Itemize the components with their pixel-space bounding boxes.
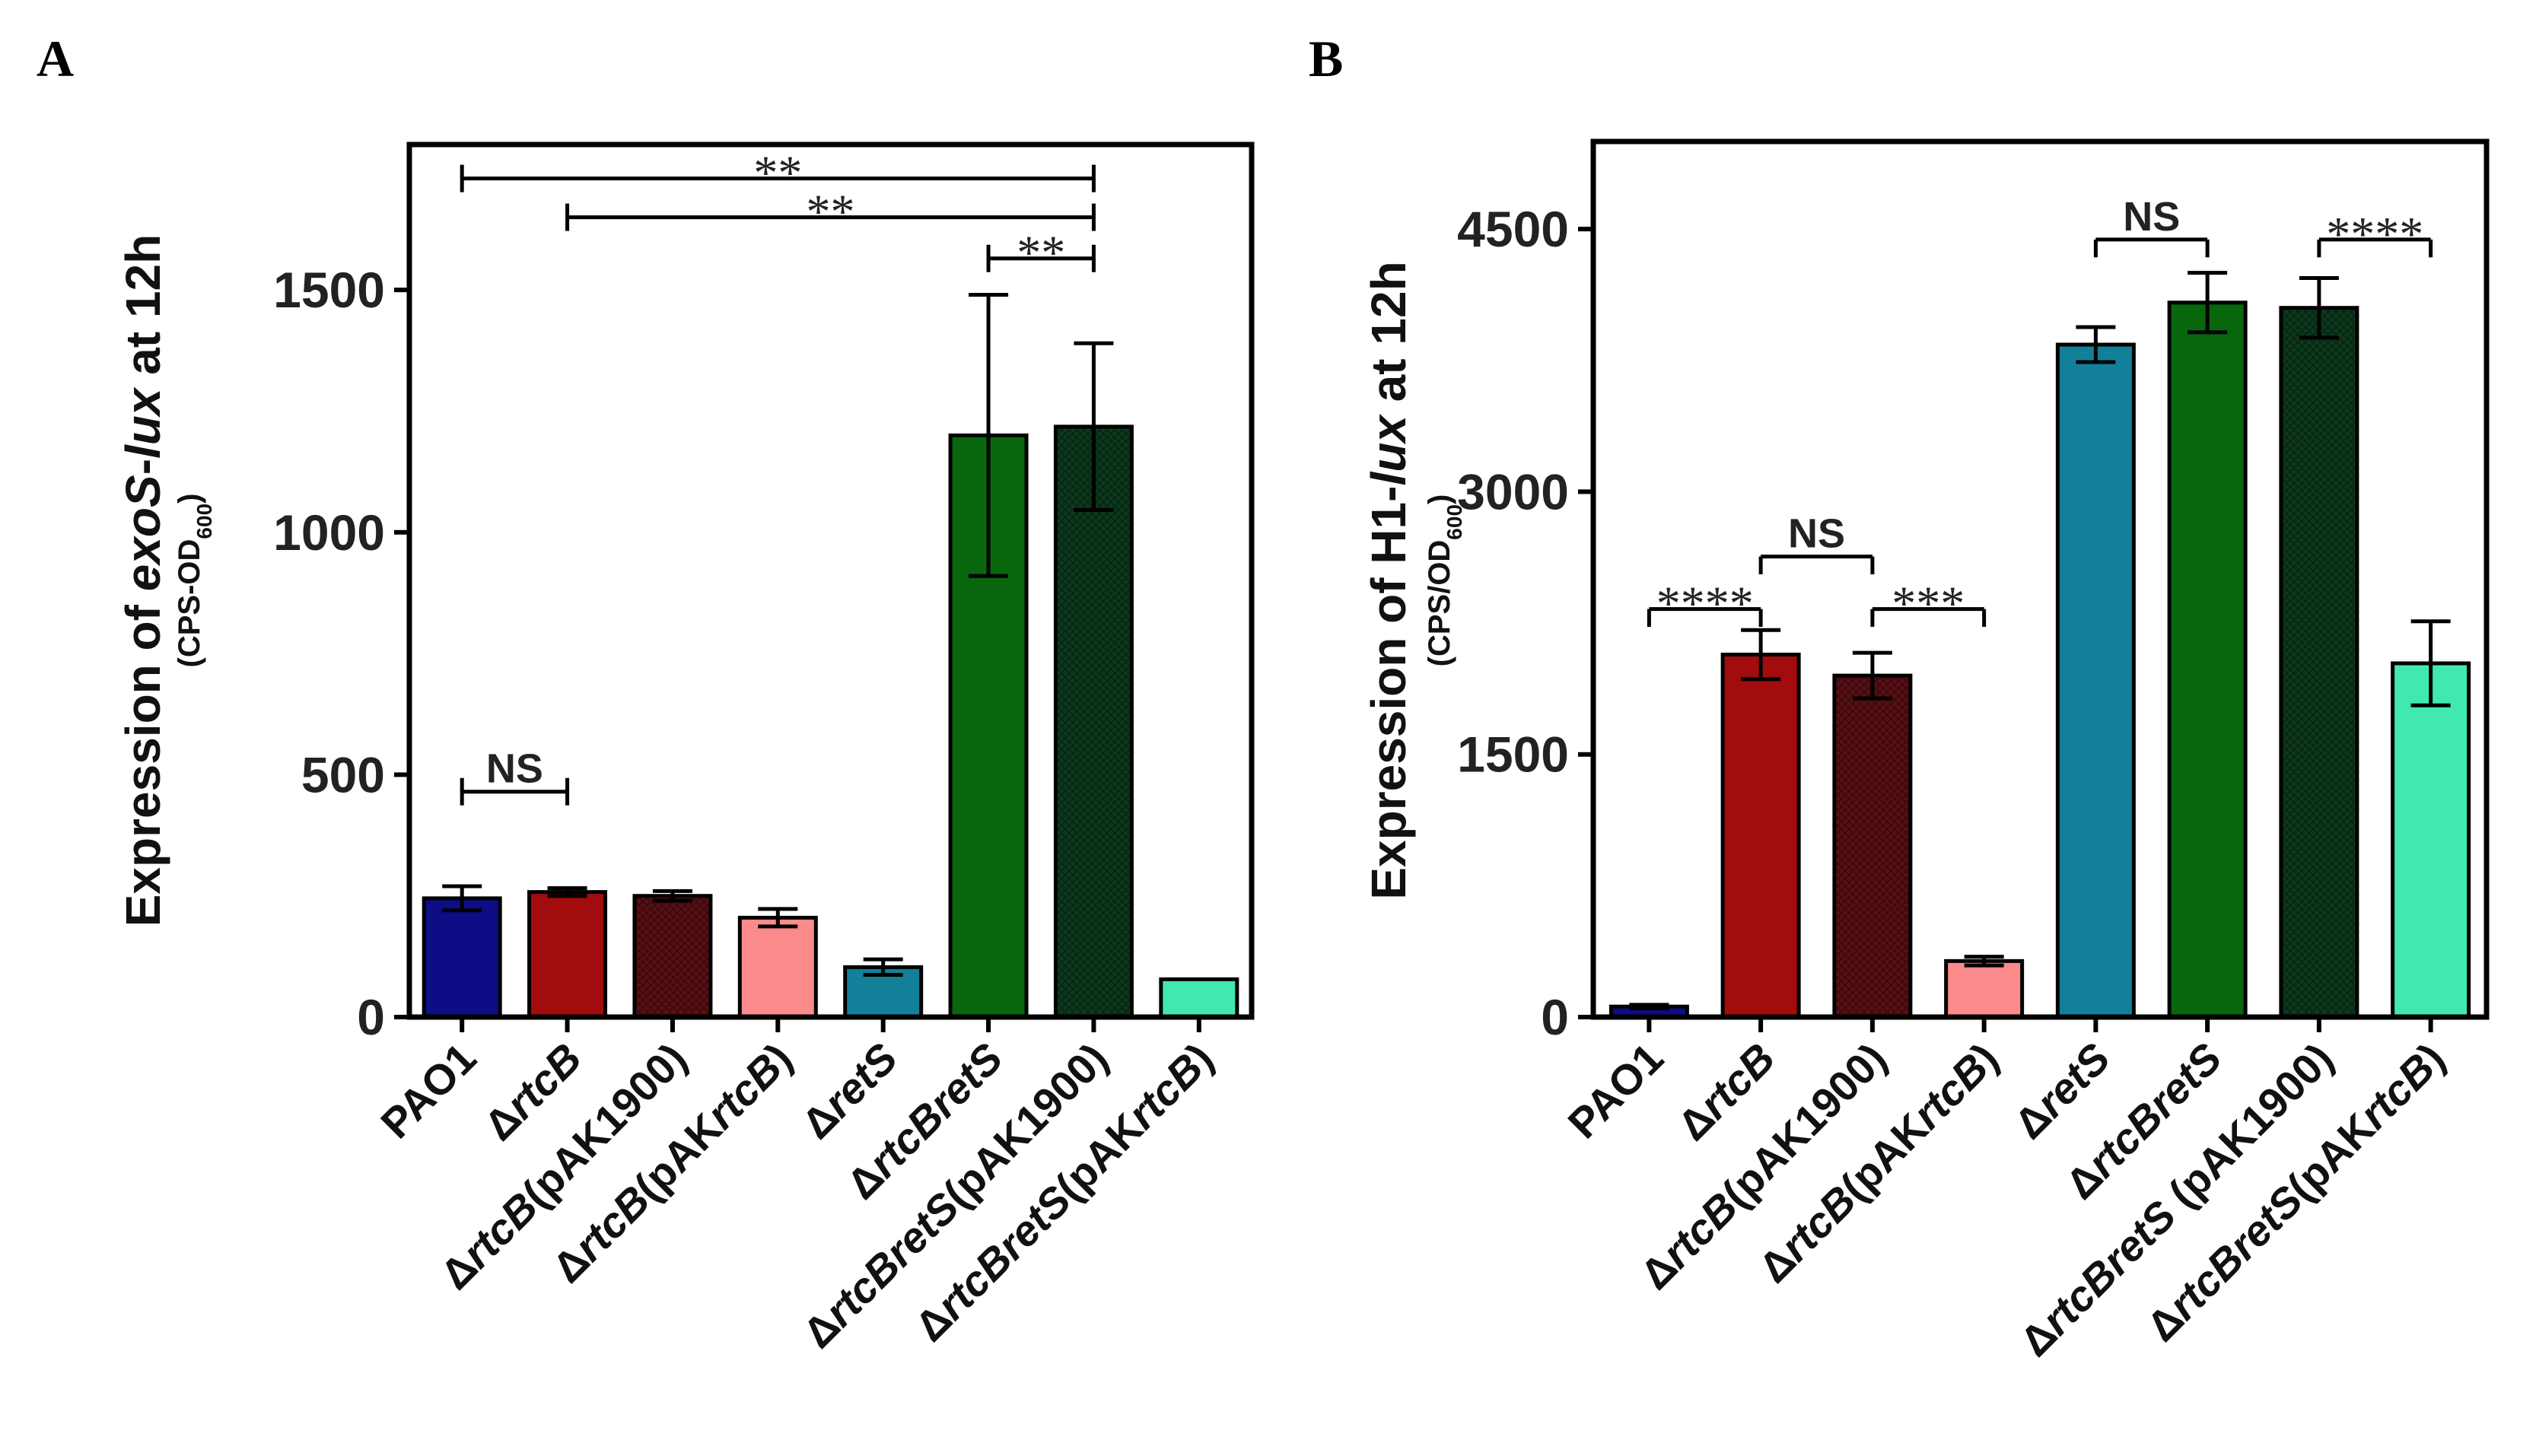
significance-label: ***: [1892, 577, 1965, 631]
y-tick-label: 1000: [273, 504, 385, 561]
chart-panel-a: A050010001500PAO1ΔrtcBΔrtcB(pAK1900)Δrtc…: [37, 30, 1255, 1357]
y-axis-sublabel: (CPS-OD600): [173, 494, 216, 668]
bar-hatch: [1055, 426, 1132, 1017]
plot-frame: [406, 141, 1255, 1020]
bar: [2391, 661, 2471, 1019]
significance-label: NS: [2123, 194, 2180, 240]
chart-panel-b: B0150030004500PAO1ΔrtcBΔrtcB(pAK1900)Δrt…: [1309, 30, 2490, 1365]
y-tick-label: 500: [301, 746, 385, 803]
significance-label: NS: [486, 746, 543, 792]
bar: [1720, 652, 1801, 1019]
y-axis-sublabel: (CPS/OD600): [1423, 494, 1466, 667]
panel-letter: B: [1309, 30, 1343, 87]
y-tick-label: 1500: [273, 262, 385, 318]
significance-label: ****: [2326, 207, 2423, 261]
bar: [2167, 300, 2248, 1019]
y-tick-label: 4500: [1457, 201, 1569, 257]
significance-label: **: [1017, 226, 1065, 280]
significance-label: **: [807, 185, 855, 239]
significance-label: ****: [1656, 577, 1754, 631]
y-axis-label: Expression of exoS-lux at 12h: [116, 234, 170, 927]
x-tick-label: PAO1: [371, 1034, 485, 1147]
bar: [527, 890, 608, 1019]
plot-frame: [1590, 138, 2490, 1020]
panel-letter: A: [37, 30, 74, 87]
y-tick-label: 0: [357, 989, 385, 1045]
y-axis-label: Expression of H1-lux at 12h: [1361, 261, 1416, 899]
significance-label: NS: [1788, 511, 1845, 557]
bar: [1159, 977, 1239, 1019]
bar-hatch: [2280, 307, 2357, 1017]
bar: [2055, 342, 2136, 1019]
bar: [1944, 958, 2025, 1019]
bar: [422, 896, 502, 1019]
bar: [737, 915, 818, 1019]
bar-hatch: [1834, 676, 1911, 1017]
x-tick-label: PAO1: [1558, 1034, 1672, 1147]
y-tick-label: 0: [1541, 989, 1569, 1045]
y-tick-label: 3000: [1457, 463, 1569, 520]
significance-label: **: [753, 146, 802, 200]
bar-hatch: [634, 895, 711, 1017]
y-tick-label: 1500: [1457, 726, 1569, 783]
